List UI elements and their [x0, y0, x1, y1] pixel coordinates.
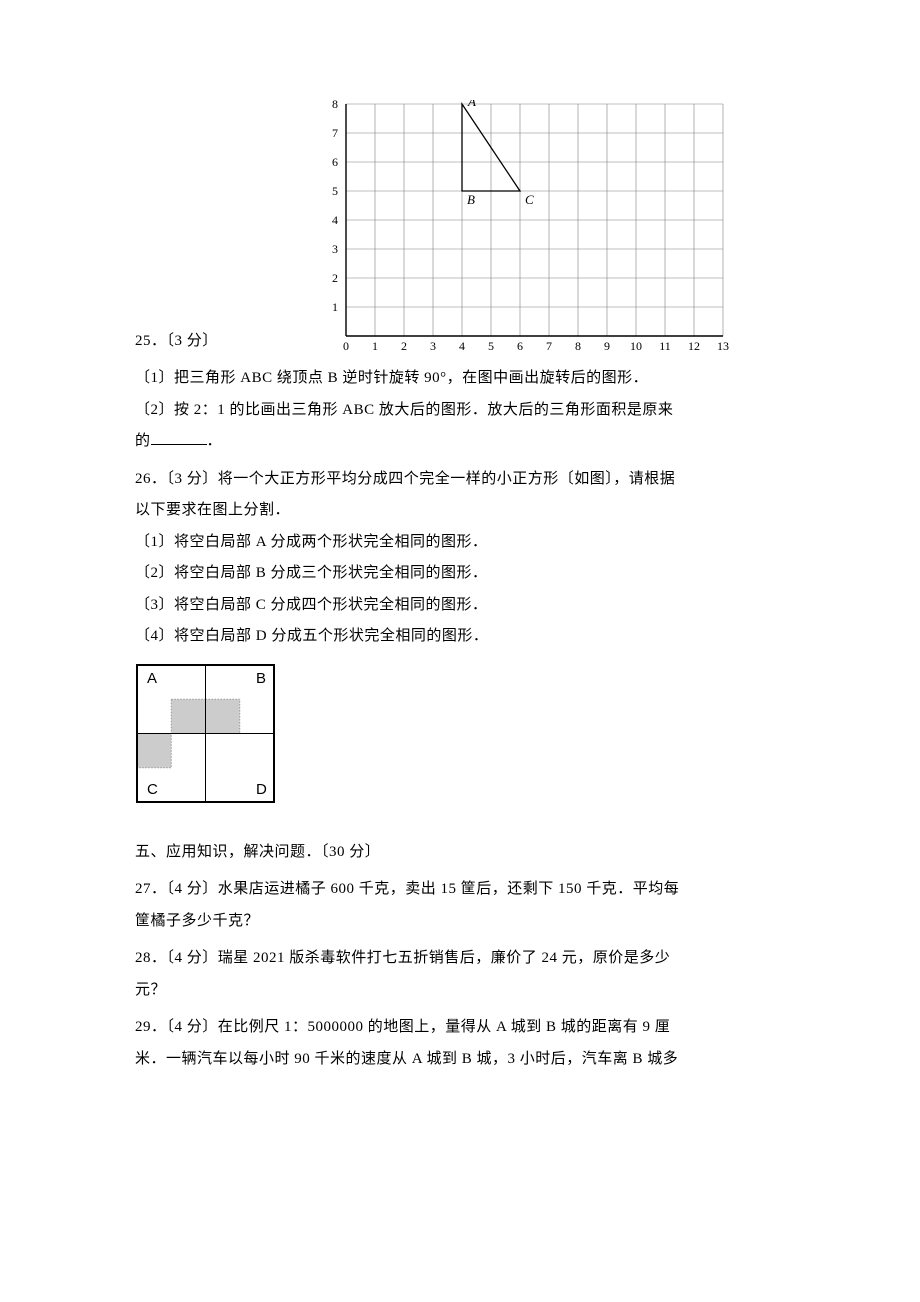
svg-text:4: 4	[459, 339, 465, 352]
svg-text:B: B	[467, 192, 475, 207]
q25-sub2-line1: 〔2〕按 2：1 的比画出三角形 ABC 放大后的图形．放大后的三角形面积是原来	[135, 395, 785, 427]
svg-text:6: 6	[517, 339, 523, 352]
section-5-title: 五、应用知识，解决问题．〔30 分〕	[135, 837, 785, 869]
svg-text:C: C	[147, 781, 158, 798]
svg-text:7: 7	[546, 339, 552, 352]
svg-text:B: B	[256, 670, 266, 687]
q29-l2: 米．一辆汽车以每小时 90 千米的速度从 A 城到 B 城，3 小时后，汽车离 …	[135, 1044, 785, 1076]
svg-text:12: 12	[688, 339, 700, 352]
svg-text:0: 0	[343, 339, 349, 352]
fill-blank[interactable]	[151, 431, 207, 445]
triangle-grid-chart: 12345678012345678910111213ABC	[320, 100, 738, 357]
q25-chart-row: 25．〔3 分〕 12345678012345678910111213ABC	[135, 100, 785, 357]
svg-text:8: 8	[332, 100, 338, 111]
svg-text:5: 5	[332, 184, 338, 198]
q28-l2: 元？	[135, 975, 785, 1007]
q26-sub4: 〔4〕将空白局部 D 分成五个形状完全相同的图形．	[135, 621, 785, 653]
q28-l1: 28．〔4 分〕瑞星 2021 版杀毒软件打七五折销售后，廉价了 24 元，原价…	[135, 943, 785, 975]
q26-header-l2: 以下要求在图上分割．	[135, 495, 785, 527]
q25-sub2-prefix: 的	[135, 433, 151, 449]
svg-text:5: 5	[488, 339, 494, 352]
q25-sub2-suffix: ．	[207, 433, 223, 449]
q27-l2: 筐橘子多少千克？	[135, 906, 785, 938]
q26-sub2: 〔2〕将空白局部 B 分成三个形状完全相同的图形．	[135, 558, 785, 590]
svg-text:1: 1	[332, 300, 338, 314]
q25-sub2-line2: 的．	[135, 426, 785, 458]
svg-text:13: 13	[717, 339, 729, 352]
q27: 27．〔4 分〕水果店运进橘子 600 千克，卖出 15 筐后，还剩下 150 …	[135, 874, 785, 937]
q29: 29．〔4 分〕在比例尺 1：5000000 的地图上，量得从 A 城到 B 城…	[135, 1012, 785, 1075]
svg-text:6: 6	[332, 155, 338, 169]
q26-sub1: 〔1〕将空白局部 A 分成两个形状完全相同的图形．	[135, 527, 785, 559]
svg-text:A: A	[147, 670, 157, 687]
q25-sub1: 〔1〕把三角形 ABC 绕顶点 B 逆时针旋转 90°，在图中画出旋转后的图形．	[135, 363, 785, 395]
svg-text:D: D	[256, 781, 267, 798]
svg-text:4: 4	[332, 213, 338, 227]
svg-text:3: 3	[430, 339, 436, 352]
q29-l1: 29．〔4 分〕在比例尺 1：5000000 的地图上，量得从 A 城到 B 城…	[135, 1012, 785, 1044]
svg-text:7: 7	[332, 126, 338, 140]
abcd-square-diagram: A B C D	[135, 663, 785, 809]
svg-text:9: 9	[604, 339, 610, 352]
svg-text:11: 11	[659, 339, 671, 352]
q25-header: 25．〔3 分〕	[135, 326, 218, 358]
svg-text:8: 8	[575, 339, 581, 352]
q26-header-l1: 26．〔3 分〕将一个大正方形平均分成四个完全一样的小正方形〔如图〕，请根据	[135, 464, 785, 496]
q26: 26．〔3 分〕将一个大正方形平均分成四个完全一样的小正方形〔如图〕，请根据 以…	[135, 464, 785, 653]
svg-text:3: 3	[332, 242, 338, 256]
svg-text:2: 2	[332, 271, 338, 285]
svg-text:1: 1	[372, 339, 378, 352]
svg-text:A: A	[467, 100, 476, 109]
q27-l1: 27．〔4 分〕水果店运进橘子 600 千克，卖出 15 筐后，还剩下 150 …	[135, 874, 785, 906]
svg-text:10: 10	[630, 339, 642, 352]
svg-text:2: 2	[401, 339, 407, 352]
svg-text:C: C	[525, 192, 534, 207]
q26-sub3: 〔3〕将空白局部 C 分成四个形状完全相同的图形．	[135, 590, 785, 622]
q28: 28．〔4 分〕瑞星 2021 版杀毒软件打七五折销售后，廉价了 24 元，原价…	[135, 943, 785, 1006]
q25-body: 〔1〕把三角形 ABC 绕顶点 B 逆时针旋转 90°，在图中画出旋转后的图形．…	[135, 363, 785, 458]
